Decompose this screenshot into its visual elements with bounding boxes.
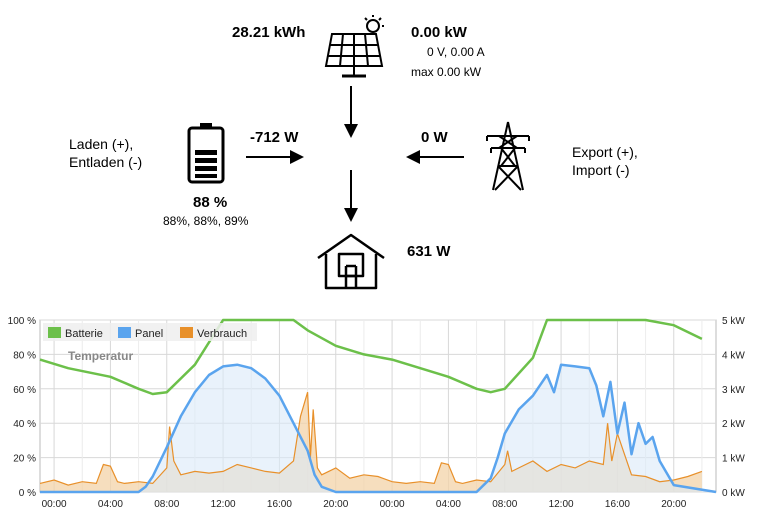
legend-label: Panel (135, 328, 163, 340)
solar-max-power: max 0.00 kW (411, 65, 482, 79)
grid-power: 0 W (421, 129, 448, 146)
y-left-tick-label: 60 % (13, 385, 36, 396)
solar-panel-icon (324, 15, 384, 78)
battery-power: -712 W (250, 129, 299, 146)
series-area-panel (40, 364, 716, 492)
house-icon (317, 233, 385, 290)
legend-box (43, 323, 257, 341)
battery-icon (187, 123, 225, 184)
arrow-right-battery (246, 150, 304, 164)
x-tick-label: 08:00 (154, 499, 179, 510)
x-tick-label: 16:00 (267, 499, 292, 510)
y-left-tick-label: 100 % (8, 316, 36, 327)
arrow-down-solar (344, 86, 358, 138)
x-tick-label: 00:00 (380, 499, 405, 510)
battery-soc-detail: 88%, 88%, 89% (163, 214, 249, 228)
series-line-batterie (39, 318, 703, 396)
battery-label-line1: Laden (+), (69, 136, 134, 152)
y-right-tick-label: 1 kW (722, 454, 745, 465)
y-left-tick-label: 40 % (13, 419, 36, 430)
y-right-tick-label: 4 kW (722, 350, 745, 361)
house-power: 631 W (407, 243, 451, 260)
grid-label-line2: Import (-) (572, 162, 630, 178)
x-tick-label: 12:00 (211, 499, 236, 510)
x-tick-label: 16:00 (605, 499, 630, 510)
legend-swatch (48, 327, 61, 338)
y-left-tick-label: 0 % (19, 488, 36, 499)
series-line-panel (40, 363, 717, 494)
y-right-tick-label: 5 kW (722, 316, 745, 327)
x-tick-label: 04:00 (436, 499, 461, 510)
legend-label: Batterie (65, 328, 103, 340)
grid-label-line1: Export (+), (572, 144, 638, 160)
solar-voltage-current: 0 V, 0.00 A (427, 45, 485, 59)
arrow-left-grid (406, 150, 464, 164)
power-pylon-icon (486, 121, 530, 191)
series-line-verbrauch (39, 392, 703, 486)
energy-history-chart: 0 % 20 % 40 % 60 % 80 % 100 % 0 kW 1 kW 2 kW 3 kW… (8, 316, 746, 510)
battery-soc: 88 % (193, 194, 228, 211)
solar-energy-total: 28.21 kWh (232, 24, 306, 41)
legend-label: Verbrauch (197, 328, 247, 340)
overlay-label-temperatur: Temperatur (68, 349, 133, 363)
battery-label-line2: Entladen (-) (69, 154, 143, 170)
legend-swatch (180, 327, 193, 338)
y-right-tick-label: 2 kW (722, 419, 745, 430)
x-tick-label: 20:00 (323, 499, 348, 510)
legend-swatch (118, 327, 131, 338)
arrow-down-house (344, 170, 358, 222)
y-left-tick-label: 20 % (13, 454, 36, 465)
y-left-tick-label: 80 % (13, 350, 36, 361)
x-tick-label: 04:00 (98, 499, 123, 510)
y-right-tick-label: 3 kW (722, 385, 745, 396)
x-tick-label: 20:00 (661, 499, 686, 510)
y-right-tick-label: 0 kW (722, 488, 745, 499)
x-tick-label: 12:00 (549, 499, 574, 510)
solar-power: 0.00 kW (411, 24, 467, 41)
x-tick-label: 00:00 (42, 499, 67, 510)
x-tick-label: 08:00 (492, 499, 517, 510)
